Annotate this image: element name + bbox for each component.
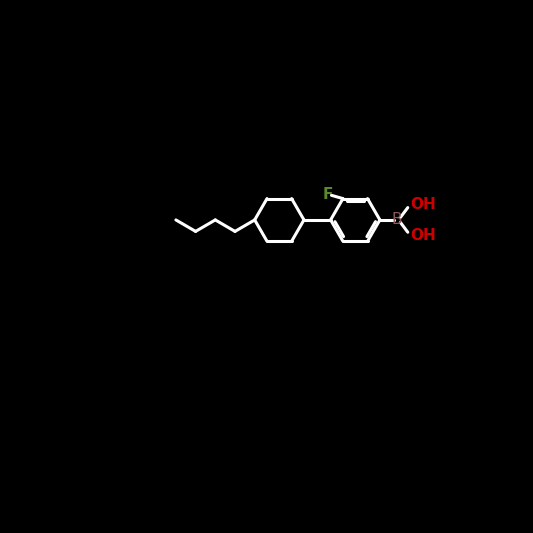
Text: OH: OH (410, 197, 435, 212)
Text: F: F (322, 187, 333, 202)
Text: OH: OH (410, 228, 435, 243)
Text: B: B (392, 213, 402, 228)
